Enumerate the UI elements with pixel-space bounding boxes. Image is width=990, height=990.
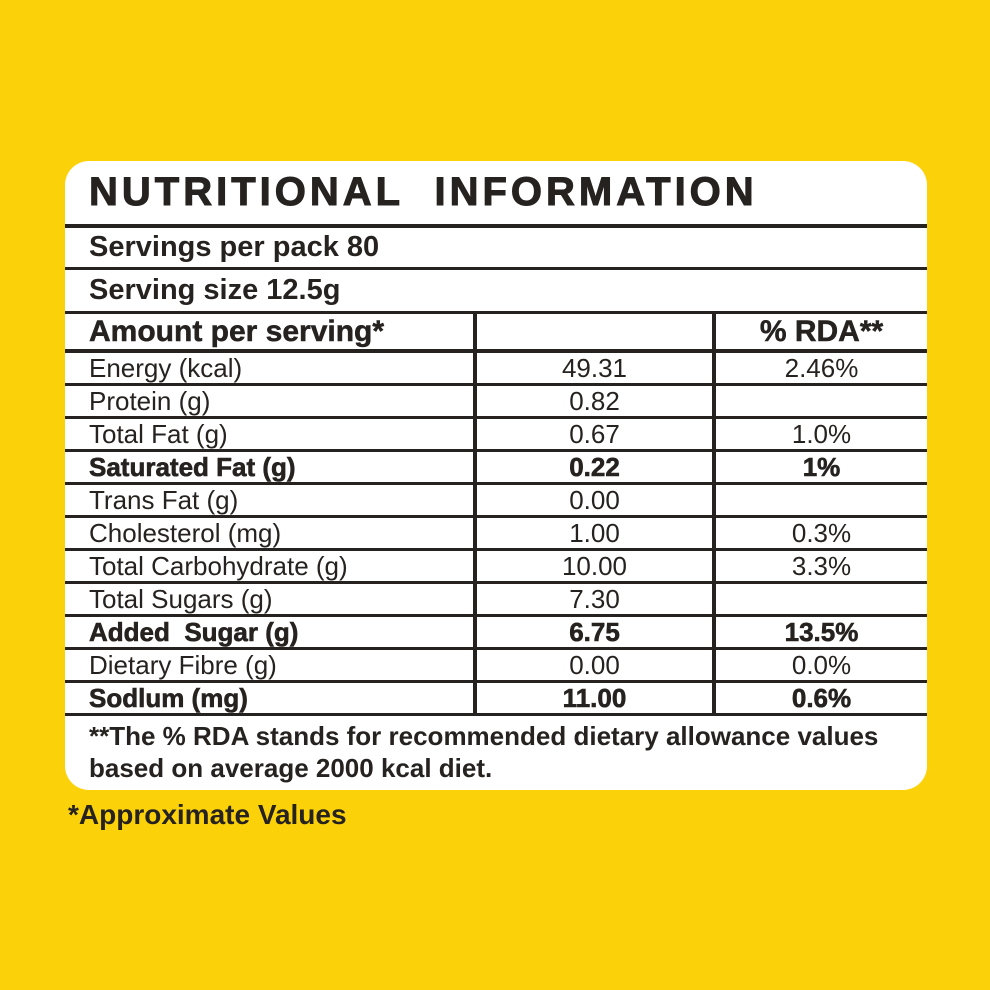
nutrition-panel: NUTRITIONAL INFORMATION Servings per pac… <box>65 161 927 790</box>
row-amount: 10.00 <box>473 551 712 581</box>
row-rda: 1% <box>712 451 927 482</box>
row-label: Energy (kcal) <box>89 352 243 383</box>
row-label: Dietary Fibre (g) <box>89 649 277 680</box>
panel-title: NUTRITIONAL INFORMATION <box>65 161 927 228</box>
row-amount: 0.67 <box>473 419 712 449</box>
table-row-trans-fat: Trans Fat (g) 0.00 <box>65 485 927 518</box>
row-amount: 49.31 <box>473 353 712 383</box>
row-label: Total Fat (g) <box>89 418 228 449</box>
row-label: Added Sugar (g) <box>89 616 299 647</box>
table-row-energy: Energy (kcal) 49.31 2.46% <box>65 353 927 386</box>
row-amount: 7.30 <box>473 584 712 614</box>
row-label: Protein (g) <box>89 385 211 416</box>
approximate-values-note: *Approximate Values <box>68 799 347 830</box>
table-row-added-sugar: Added Sugar (g) 6.75 13.5% <box>65 616 927 650</box>
table-header-row: Amount per serving* % RDA** <box>65 314 927 353</box>
row-label: Saturated Fat (g) <box>89 451 296 482</box>
serving-size-line: Serving size 12.5g <box>65 270 927 314</box>
row-amount: 11.00 <box>473 682 712 713</box>
row-rda <box>712 386 927 416</box>
row-amount: 0.22 <box>473 451 712 482</box>
table-row-cholesterol: Cholesterol (mg) 1.00 0.3% <box>65 518 927 551</box>
row-amount: 0.82 <box>473 386 712 416</box>
table-row-total-sugars: Total Sugars (g) 7.30 <box>65 584 927 617</box>
row-amount: 1.00 <box>473 518 712 548</box>
header-value-column <box>473 314 712 349</box>
header-amount-per-serving: Amount per serving* <box>89 314 385 348</box>
row-rda <box>712 485 927 515</box>
table-row-protein: Protein (g) 0.82 <box>65 386 927 419</box>
row-rda: 1.0% <box>712 419 927 449</box>
table-row-total-fat: Total Fat (g) 0.67 1.0% <box>65 419 927 452</box>
row-label: Trans Fat (g) <box>89 484 239 515</box>
row-label: Total Carbohydrate (g) <box>89 550 348 581</box>
row-label: Cholesterol (mg) <box>89 517 282 548</box>
row-rda: 0.3% <box>712 518 927 548</box>
row-amount: 6.75 <box>473 616 712 647</box>
row-rda: 3.3% <box>712 551 927 581</box>
row-rda: 13.5% <box>712 616 927 647</box>
servings-per-pack-line: Servings per pack 80 <box>65 228 927 270</box>
row-label: Total Sugars (g) <box>89 583 273 614</box>
table-row-dietary-fibre: Dietary Fibre (g) 0.00 0.0% <box>65 650 927 683</box>
rda-footnote: **The % RDA stands for recommended dieta… <box>89 721 879 783</box>
header-rda-column: % RDA** <box>712 314 927 349</box>
row-rda: 0.0% <box>712 650 927 680</box>
row-rda: 0.6% <box>712 682 927 713</box>
row-amount: 0.00 <box>473 485 712 515</box>
table-row-total-carbohydrate: Total Carbohydrate (g) 10.00 3.3% <box>65 551 927 584</box>
table-row-sodium: Sodlum (mg) 11.00 0.6% <box>65 682 927 716</box>
row-rda: 2.46% <box>712 353 927 383</box>
table-row-saturated-fat: Saturated Fat (g) 0.22 1% <box>65 451 927 485</box>
row-amount: 0.00 <box>473 650 712 680</box>
row-rda <box>712 584 927 614</box>
row-label: Sodlum (mg) <box>89 682 248 713</box>
